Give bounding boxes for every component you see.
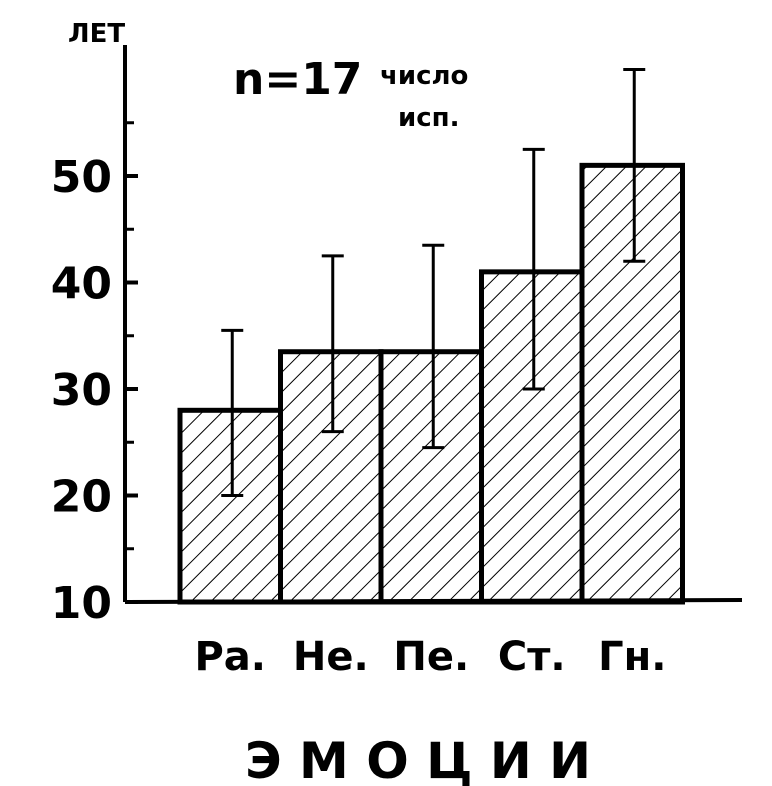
bar-3 [378,349,484,605]
annotation-sub-line2: исп. [398,103,459,133]
annotation-sub-line1: число [380,61,468,91]
bar-1 [177,407,283,605]
bar-2 [278,349,384,605]
x-tick-label-4: Ст. [498,634,566,680]
bar-5 [579,162,685,605]
bar-4 [479,269,585,605]
annotation-main: n=17 [233,54,362,105]
x-tick-label-3: Пе. [393,634,469,680]
y-tick-label: 30 [51,365,112,416]
y-tick-label: 20 [51,472,112,523]
x-tick-label-1: Ра. [194,634,266,680]
x-tick-label-2: Не. [293,634,369,680]
x-axis-label: Э М О Ц И И [245,732,591,786]
y-axis-label: ЛЕТ [68,19,125,49]
x-tick-label-5: Гн. [598,634,666,680]
y-tick-label: 50 [51,152,112,203]
y-tick-label: 40 [51,259,112,310]
y-tick-label: 10 [51,578,112,629]
